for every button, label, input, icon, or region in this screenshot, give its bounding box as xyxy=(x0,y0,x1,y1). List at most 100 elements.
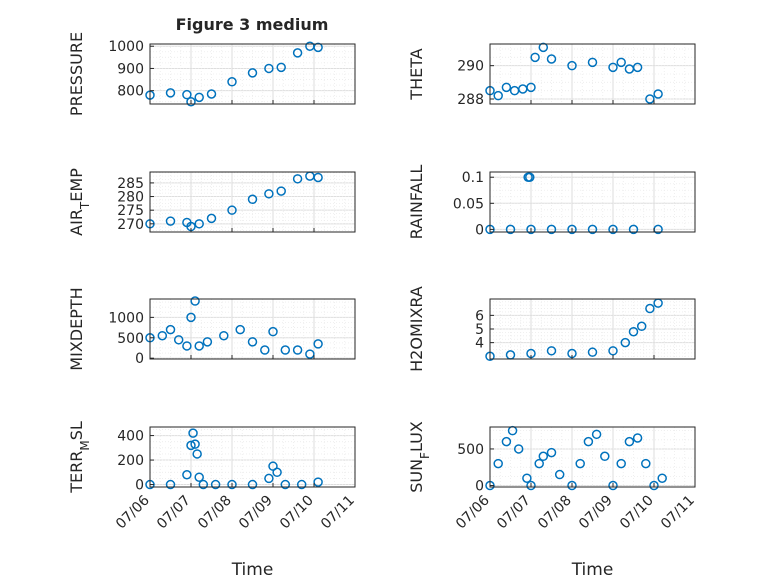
data-point xyxy=(587,57,598,68)
data-point xyxy=(296,479,307,490)
data-point xyxy=(530,52,540,63)
data-point xyxy=(264,189,274,199)
data-point xyxy=(546,224,557,235)
axes-frame xyxy=(149,426,356,488)
data-point xyxy=(305,349,315,359)
y-tick-label: 290 xyxy=(457,59,484,75)
data-point xyxy=(575,458,585,469)
data-point xyxy=(292,345,303,355)
y-tick-label: 800 xyxy=(117,84,144,100)
axes-frame xyxy=(489,171,696,233)
data-point xyxy=(587,347,598,357)
data-point xyxy=(186,97,196,107)
data-point xyxy=(227,77,237,87)
data-point xyxy=(190,296,200,306)
axes-frame xyxy=(489,426,696,488)
axes-frame xyxy=(489,43,696,105)
data-point xyxy=(538,451,549,462)
data-point xyxy=(280,479,291,490)
data-point xyxy=(501,436,512,447)
data-point xyxy=(190,439,200,449)
data-point xyxy=(641,458,651,469)
data-point xyxy=(632,433,643,443)
data-point xyxy=(268,326,278,337)
data-point xyxy=(173,335,184,345)
data-point xyxy=(198,479,209,490)
data-point xyxy=(206,213,217,224)
data-point xyxy=(620,337,631,348)
data-point xyxy=(534,458,544,469)
subplot-mixdepth: 0 500 1000 MIXDEPTH xyxy=(67,287,356,371)
data-point xyxy=(505,224,516,235)
axes-frame xyxy=(149,298,356,360)
data-point xyxy=(526,82,536,93)
data-point xyxy=(546,447,557,458)
subplot-h2omixra: 456 H2OMIXRA xyxy=(407,286,696,372)
data-point xyxy=(235,324,245,335)
data-point xyxy=(608,346,618,356)
data-point xyxy=(554,469,565,480)
y-tick-label: 0.05 xyxy=(453,196,484,212)
subplot-pressure: 800 900 1000 PRESSURE xyxy=(67,32,356,116)
data-point xyxy=(182,341,192,351)
data-point xyxy=(608,62,618,73)
y-tick-label: 288 xyxy=(457,92,484,108)
x-axis-label: Time xyxy=(571,560,614,580)
data-point xyxy=(526,224,536,235)
data-point xyxy=(188,428,198,438)
data-point xyxy=(260,345,270,355)
subplot-rainfall: 0 0.05 0.1 RAINFALL xyxy=(407,165,696,240)
y-axis-label: MIXDEPTH xyxy=(67,287,86,370)
data-point xyxy=(219,330,229,341)
y-tick-label: 270 xyxy=(117,217,144,233)
y-tick-label: 1000 xyxy=(108,39,144,55)
y-axis-label: RAINFALL xyxy=(407,165,426,240)
data-point xyxy=(538,42,549,53)
data-point xyxy=(292,174,303,184)
data-point xyxy=(628,326,639,337)
data-point xyxy=(276,62,286,73)
data-point xyxy=(165,324,176,335)
y-tick-label: 500 xyxy=(457,442,484,458)
data-point xyxy=(276,186,286,196)
data-point xyxy=(264,473,274,484)
data-point xyxy=(546,346,557,356)
data-point xyxy=(313,339,323,349)
data-point xyxy=(194,472,204,482)
data-point xyxy=(165,479,176,490)
subplot-theta: 288 290 THETA xyxy=(407,42,696,108)
y-tick-label: 400 xyxy=(117,429,144,445)
data-point xyxy=(194,92,204,103)
data-point xyxy=(624,436,635,447)
data-point xyxy=(247,337,258,347)
data-point xyxy=(186,312,196,323)
data-point xyxy=(157,330,168,341)
data-point xyxy=(165,216,176,226)
y-tick-label: 500 xyxy=(117,331,144,347)
data-point xyxy=(313,42,323,53)
data-point xyxy=(649,480,659,491)
data-point xyxy=(194,341,204,351)
data-point xyxy=(616,57,626,68)
data-point xyxy=(632,62,643,73)
data-point xyxy=(525,172,535,182)
data-point xyxy=(202,337,213,347)
y-axis-label: PRESSURE xyxy=(67,32,86,116)
figure-title: Figure 3 medium xyxy=(176,15,329,34)
axes-frame xyxy=(149,43,356,105)
y-axis-label: AIRTEMP xyxy=(67,168,92,236)
data-point xyxy=(587,224,598,235)
data-point xyxy=(628,224,639,235)
data-point xyxy=(313,477,323,487)
data-point xyxy=(608,224,618,235)
data-point xyxy=(493,458,503,469)
y-tick-label: 0 xyxy=(135,351,144,367)
data-point xyxy=(645,94,655,104)
y-tick-label: 280 xyxy=(117,190,144,206)
y-tick-label: 285 xyxy=(117,176,144,192)
data-point xyxy=(247,68,258,78)
y-tick-label: 0 xyxy=(475,222,484,238)
data-point xyxy=(653,89,663,99)
